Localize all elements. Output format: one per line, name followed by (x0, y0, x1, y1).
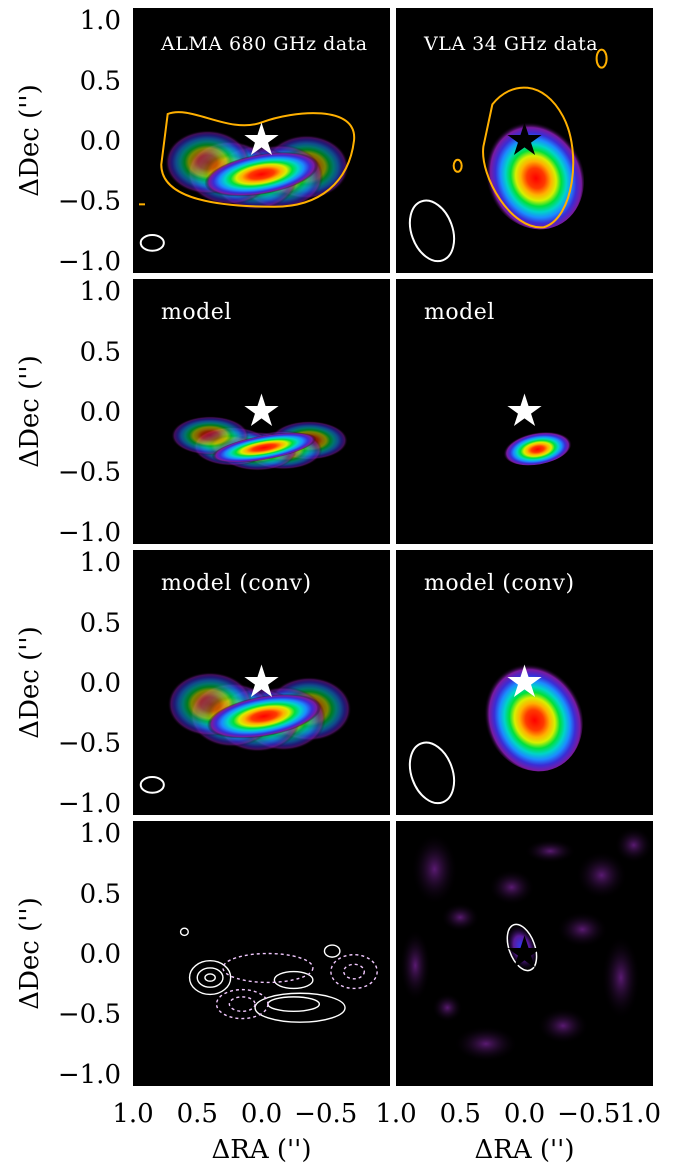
y-tick-label: 1.0 (80, 548, 121, 578)
outer-contour (160, 111, 356, 208)
emission-core (481, 658, 583, 772)
y-tick-label: 1.0 (80, 277, 121, 307)
y-tick-label: 0.5 (80, 879, 121, 909)
y-tick-label: 1.0 (80, 6, 121, 36)
contour-fragment (595, 48, 608, 69)
noise-blob (575, 851, 628, 900)
positive-contour (273, 970, 314, 990)
beam-ellipse (408, 741, 456, 805)
panel-r3-c1 (396, 821, 653, 1086)
y-tick-label: −1.0 (58, 1060, 121, 1090)
beam-ellipse (408, 199, 456, 263)
noise-blob (556, 911, 609, 948)
y-tick-label: 0.0 (80, 940, 121, 970)
noise-blob (399, 929, 431, 1002)
negative-contour (215, 988, 269, 1020)
noise-blob (537, 1007, 589, 1044)
panel-r1-c0: model (133, 279, 390, 544)
beam-ellipse (139, 776, 165, 794)
noise-blob (524, 839, 576, 864)
x-tick-label: 0.0 (504, 1099, 545, 1129)
y-axis-label: ΔDec ('') (15, 897, 45, 1009)
noise-blob (453, 1025, 519, 1062)
y-tick-label: 0.5 (80, 608, 121, 638)
negative-contour (228, 996, 256, 1013)
x-tick-label: 1.0 (375, 1099, 416, 1129)
noise-blob (431, 993, 463, 1023)
positive-contour (188, 960, 232, 996)
panel-background (133, 821, 390, 1086)
y-tick-label: 0.0 (80, 127, 121, 157)
y-tick-label: 0.0 (80, 669, 121, 699)
y-tick-label: 0.0 (80, 398, 121, 428)
noise-blob (411, 833, 458, 906)
noise-blob (614, 827, 653, 864)
emission-core (204, 151, 319, 197)
contour-fragment (452, 158, 463, 173)
emission-core (207, 693, 322, 739)
panel-grid: ALMA 680 GHz data VLA 34 GHz data model mod… (133, 8, 653, 1086)
beam-ellipse (139, 234, 165, 252)
panel-r0-c0: ALMA 680 GHz data (133, 8, 390, 273)
y-tick-label: 0.5 (80, 66, 121, 96)
outer-contour (482, 86, 575, 229)
x-tick-label: −0.5 (557, 1099, 620, 1129)
panel-r2-c0: model (conv) (133, 550, 390, 815)
panel-label: ALMA 680 GHz data (160, 33, 368, 55)
y-tick-label: −0.5 (58, 1000, 121, 1030)
x-tick-label: 0.0 (241, 1099, 282, 1129)
y-axis-label: ΔDec ('') (15, 355, 45, 467)
x-tick-label: 0.5 (440, 1099, 481, 1129)
x-tick-label: 1.0 (112, 1099, 153, 1129)
y-tick-label: −0.5 (58, 729, 121, 759)
positive-contour (323, 944, 341, 958)
y-tick-label: −1.0 (58, 518, 121, 548)
panel-label: model (conv) (424, 571, 575, 596)
negative-contour (343, 963, 365, 980)
negative-contour (222, 952, 314, 984)
x-axis-label: ΔRA ('') (212, 1135, 312, 1164)
panel-r0-c1: VLA 34 GHz data (396, 8, 653, 273)
x-tick-label: 1.0 (620, 1099, 661, 1129)
noise-blob (440, 902, 480, 932)
noise-blob (601, 935, 641, 1020)
positive-contour (254, 992, 346, 1023)
noise-blob (488, 869, 535, 906)
emission-core (503, 429, 572, 466)
positive-contour (179, 927, 189, 937)
y-tick-label: −1.0 (58, 247, 121, 277)
axes: 1.0 0.5 0.0 −0.5 −1.0 ΔDec ('') 1.0 0.5 0.0 −0.5 −… (15, 6, 661, 1164)
panel-r2-c1: model (conv) (396, 550, 653, 815)
panel-label: VLA 34 GHz data (423, 33, 598, 55)
panel-label: model (conv) (161, 571, 312, 596)
emission-core (211, 432, 317, 463)
y-tick-label: 1.0 (80, 819, 121, 849)
panel-label: model (424, 300, 495, 325)
panel-r3-c0 (133, 821, 390, 1086)
y-tick-label: −0.5 (58, 458, 121, 488)
positive-contour (196, 967, 224, 988)
emission-core (482, 116, 585, 230)
y-tick-label: −1.0 (58, 789, 121, 819)
y-tick-label: 0.5 (80, 337, 121, 367)
panel-label: model (161, 300, 232, 325)
negative-contour (330, 954, 378, 990)
x-tick-label: −0.5 (294, 1099, 357, 1129)
x-tick-label: 0.5 (177, 1099, 218, 1129)
positive-contour (204, 973, 216, 982)
positive-contour (506, 923, 538, 972)
y-axis-label: ΔDec ('') (15, 84, 45, 196)
panel-r1-c1: model (396, 279, 653, 544)
y-tick-label: −0.5 (58, 187, 121, 217)
y-axis-label: ΔDec ('') (15, 626, 45, 738)
x-axis-label: ΔRA ('') (475, 1135, 575, 1164)
